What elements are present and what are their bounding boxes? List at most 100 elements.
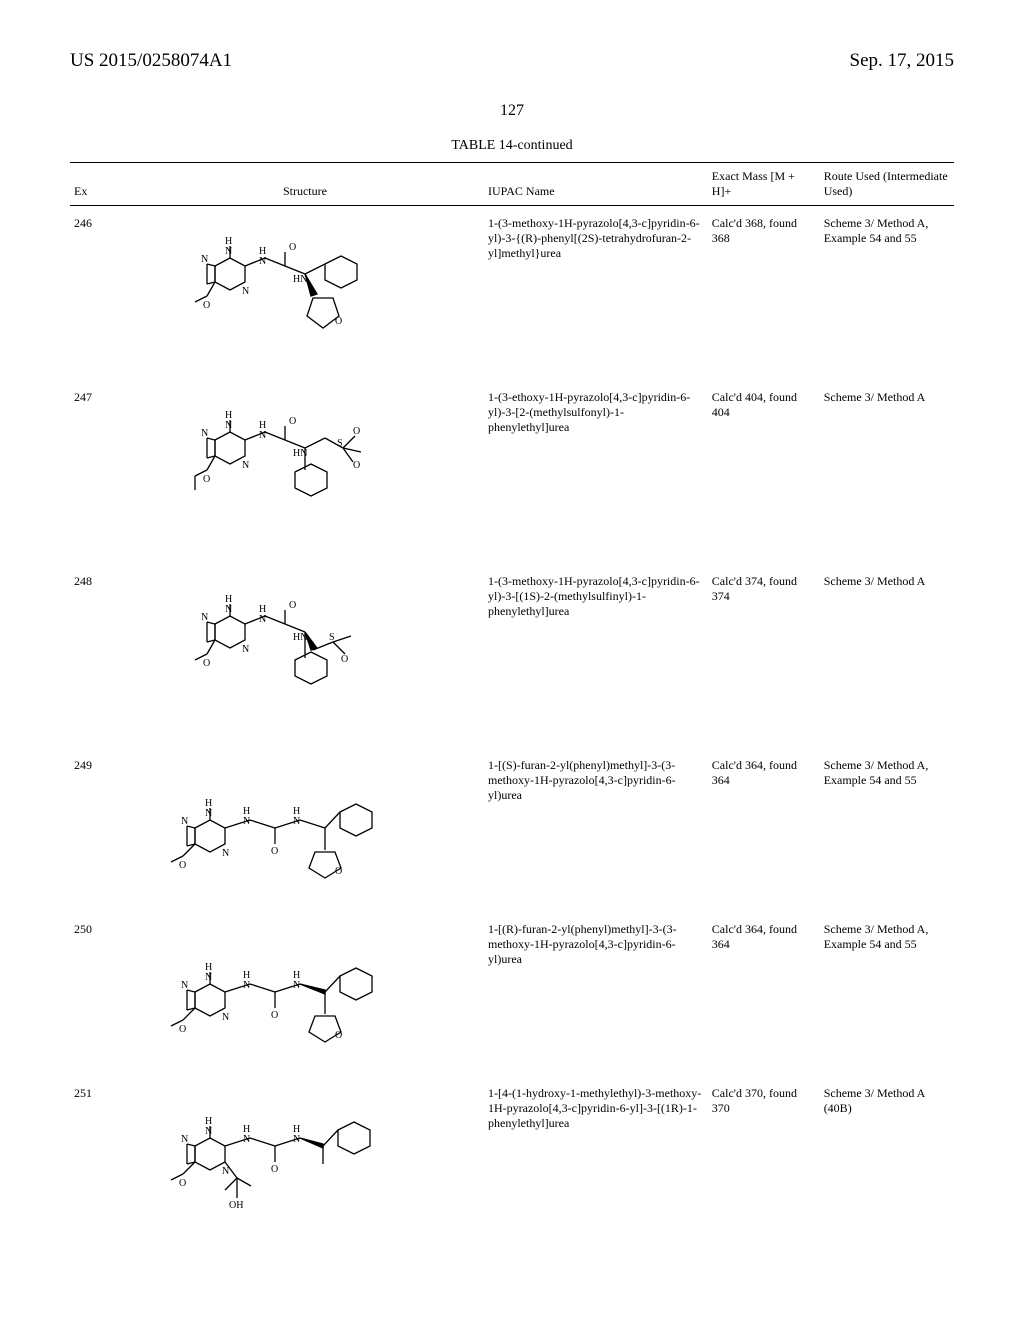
page-header: US 2015/0258074A1 Sep. 17, 2015 — [70, 50, 954, 72]
table-row: 247 — [70, 380, 954, 564]
svg-text:N: N — [225, 420, 232, 431]
cell-structure: HN N N O HN O HN S O — [126, 564, 484, 748]
svg-text:O: O — [271, 1164, 278, 1175]
cell-iupac: 1-[(S)-furan-2-yl(phenyl)methyl]-3-(3-me… — [484, 748, 708, 912]
page-number: 127 — [70, 102, 954, 120]
svg-text:N: N — [225, 604, 232, 615]
table-row: 248 — [70, 564, 954, 748]
svg-text:N: N — [259, 430, 266, 441]
svg-text:O: O — [335, 1030, 342, 1041]
svg-text:HN: HN — [293, 448, 307, 459]
svg-text:HN: HN — [293, 274, 307, 285]
svg-text:N: N — [242, 460, 249, 471]
col-header-route: Route Used (Intermediate Used) — [820, 163, 954, 206]
svg-text:N: N — [201, 612, 208, 623]
cell-structure: HN N N O HN HN O OH — [126, 1076, 484, 1260]
svg-text:O: O — [203, 658, 210, 669]
structure-icon: HN N N O HN HN O OH — [165, 1086, 445, 1236]
cell-route: Scheme 3/ Method A — [820, 380, 954, 564]
svg-text:O: O — [203, 474, 210, 485]
cell-iupac: 1-(3-methoxy-1H-pyrazolo[4,3-c]pyridin-6… — [484, 206, 708, 381]
cell-mass: Calc'd 374, found 374 — [708, 564, 820, 748]
svg-text:N: N — [243, 1134, 250, 1145]
svg-text:N: N — [259, 256, 266, 267]
svg-text:O: O — [203, 300, 210, 311]
col-header-ex: Ex — [70, 163, 126, 206]
svg-text:O: O — [289, 242, 296, 253]
cell-structure: HN N N O HN O HN O — [126, 206, 484, 381]
svg-text:N: N — [243, 980, 250, 991]
col-header-structure: Structure — [126, 163, 484, 206]
svg-text:O: O — [353, 460, 360, 471]
svg-text:O: O — [335, 866, 342, 877]
svg-text:O: O — [179, 1178, 186, 1189]
svg-text:N: N — [181, 816, 188, 827]
table-row: 246 — [70, 206, 954, 381]
cell-iupac: 1-[(R)-furan-2-yl(phenyl)methyl]-3-(3-me… — [484, 912, 708, 1076]
svg-text:N: N — [259, 614, 266, 625]
table-row: 251 — [70, 1076, 954, 1260]
svg-text:OH: OH — [229, 1200, 243, 1211]
svg-text:O: O — [289, 416, 296, 427]
svg-text:O: O — [341, 654, 348, 665]
table-row: 250 — [70, 912, 954, 1076]
svg-text:N: N — [181, 1134, 188, 1145]
svg-text:N: N — [201, 254, 208, 265]
structure-icon: HN N N O HN O HN S O — [175, 574, 435, 724]
col-header-iupac: IUPAC Name — [484, 163, 708, 206]
table-title: TABLE 14-continued — [70, 138, 954, 154]
cell-ex: 247 — [70, 380, 126, 564]
structure-icon: HN N N O HN O HN O — [175, 216, 435, 356]
table-row: 249 — [70, 748, 954, 912]
cell-ex: 246 — [70, 206, 126, 381]
cell-mass: Calc'd 368, found 368 — [708, 206, 820, 381]
svg-text:N: N — [205, 1126, 212, 1137]
cell-iupac: 1-(3-ethoxy-1H-pyrazolo[4,3-c]pyridin-6-… — [484, 380, 708, 564]
structure-icon: HN N N O HN HN O O — [165, 922, 445, 1052]
svg-text:N: N — [242, 644, 249, 655]
cell-mass: Calc'd 364, found 364 — [708, 912, 820, 1076]
svg-text:O: O — [271, 846, 278, 857]
svg-text:N: N — [243, 816, 250, 827]
cell-route: Scheme 3/ Method A, Example 54 and 55 — [820, 206, 954, 381]
svg-text:S: S — [329, 632, 335, 643]
table-header-row: Ex Structure IUPAC Name Exact Mass [M + … — [70, 163, 954, 206]
cell-ex: 248 — [70, 564, 126, 748]
cell-structure: HN N N O HN O HN S O O — [126, 380, 484, 564]
cell-route: Scheme 3/ Method A, Example 54 and 55 — [820, 912, 954, 1076]
cell-mass: Calc'd 364, found 364 — [708, 748, 820, 912]
svg-text:N: N — [293, 980, 300, 991]
cell-structure: HN N N O HN HN O O — [126, 748, 484, 912]
svg-text:N: N — [222, 848, 229, 859]
structure-icon: HN N N O HN HN O O — [165, 758, 445, 888]
svg-text:N: N — [222, 1012, 229, 1023]
structure-icon: HN N N O HN O HN S O O — [175, 390, 435, 540]
svg-text:N: N — [181, 980, 188, 991]
cell-mass: Calc'd 404, found 404 — [708, 380, 820, 564]
cell-ex: 251 — [70, 1076, 126, 1260]
svg-text:S: S — [337, 438, 343, 449]
svg-text:N: N — [293, 816, 300, 827]
cell-ex: 249 — [70, 748, 126, 912]
svg-text:N: N — [225, 246, 232, 257]
svg-text:O: O — [271, 1010, 278, 1021]
publication-number: US 2015/0258074A1 — [70, 50, 232, 72]
compound-table: Ex Structure IUPAC Name Exact Mass [M + … — [70, 162, 954, 1260]
svg-text:O: O — [335, 316, 342, 327]
svg-text:N: N — [293, 1134, 300, 1145]
svg-text:HN: HN — [293, 632, 307, 643]
svg-text:N: N — [222, 1166, 229, 1177]
svg-text:N: N — [201, 428, 208, 439]
publication-date: Sep. 17, 2015 — [850, 50, 955, 72]
svg-text:N: N — [205, 972, 212, 983]
cell-structure: HN N N O HN HN O O — [126, 912, 484, 1076]
col-header-mass: Exact Mass [M + H]+ — [708, 163, 820, 206]
svg-text:O: O — [179, 1024, 186, 1035]
svg-text:O: O — [353, 426, 360, 437]
svg-text:N: N — [242, 286, 249, 297]
cell-route: Scheme 3/ Method A — [820, 564, 954, 748]
cell-mass: Calc'd 370, found 370 — [708, 1076, 820, 1260]
cell-route: Scheme 3/ Method A (40B) — [820, 1076, 954, 1260]
svg-text:O: O — [179, 860, 186, 871]
svg-text:N: N — [205, 808, 212, 819]
